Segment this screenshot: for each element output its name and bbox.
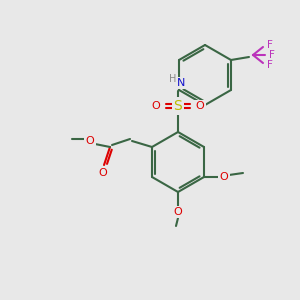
Text: O: O xyxy=(196,101,204,111)
Text: N: N xyxy=(177,78,185,88)
Text: O: O xyxy=(85,136,94,146)
Text: O: O xyxy=(220,172,228,182)
Text: H: H xyxy=(169,74,177,84)
Text: S: S xyxy=(174,99,182,113)
Text: F: F xyxy=(267,60,273,70)
Text: F: F xyxy=(269,50,275,60)
Text: O: O xyxy=(174,207,182,217)
Text: O: O xyxy=(99,168,107,178)
Text: F: F xyxy=(267,40,273,50)
Text: O: O xyxy=(152,101,160,111)
